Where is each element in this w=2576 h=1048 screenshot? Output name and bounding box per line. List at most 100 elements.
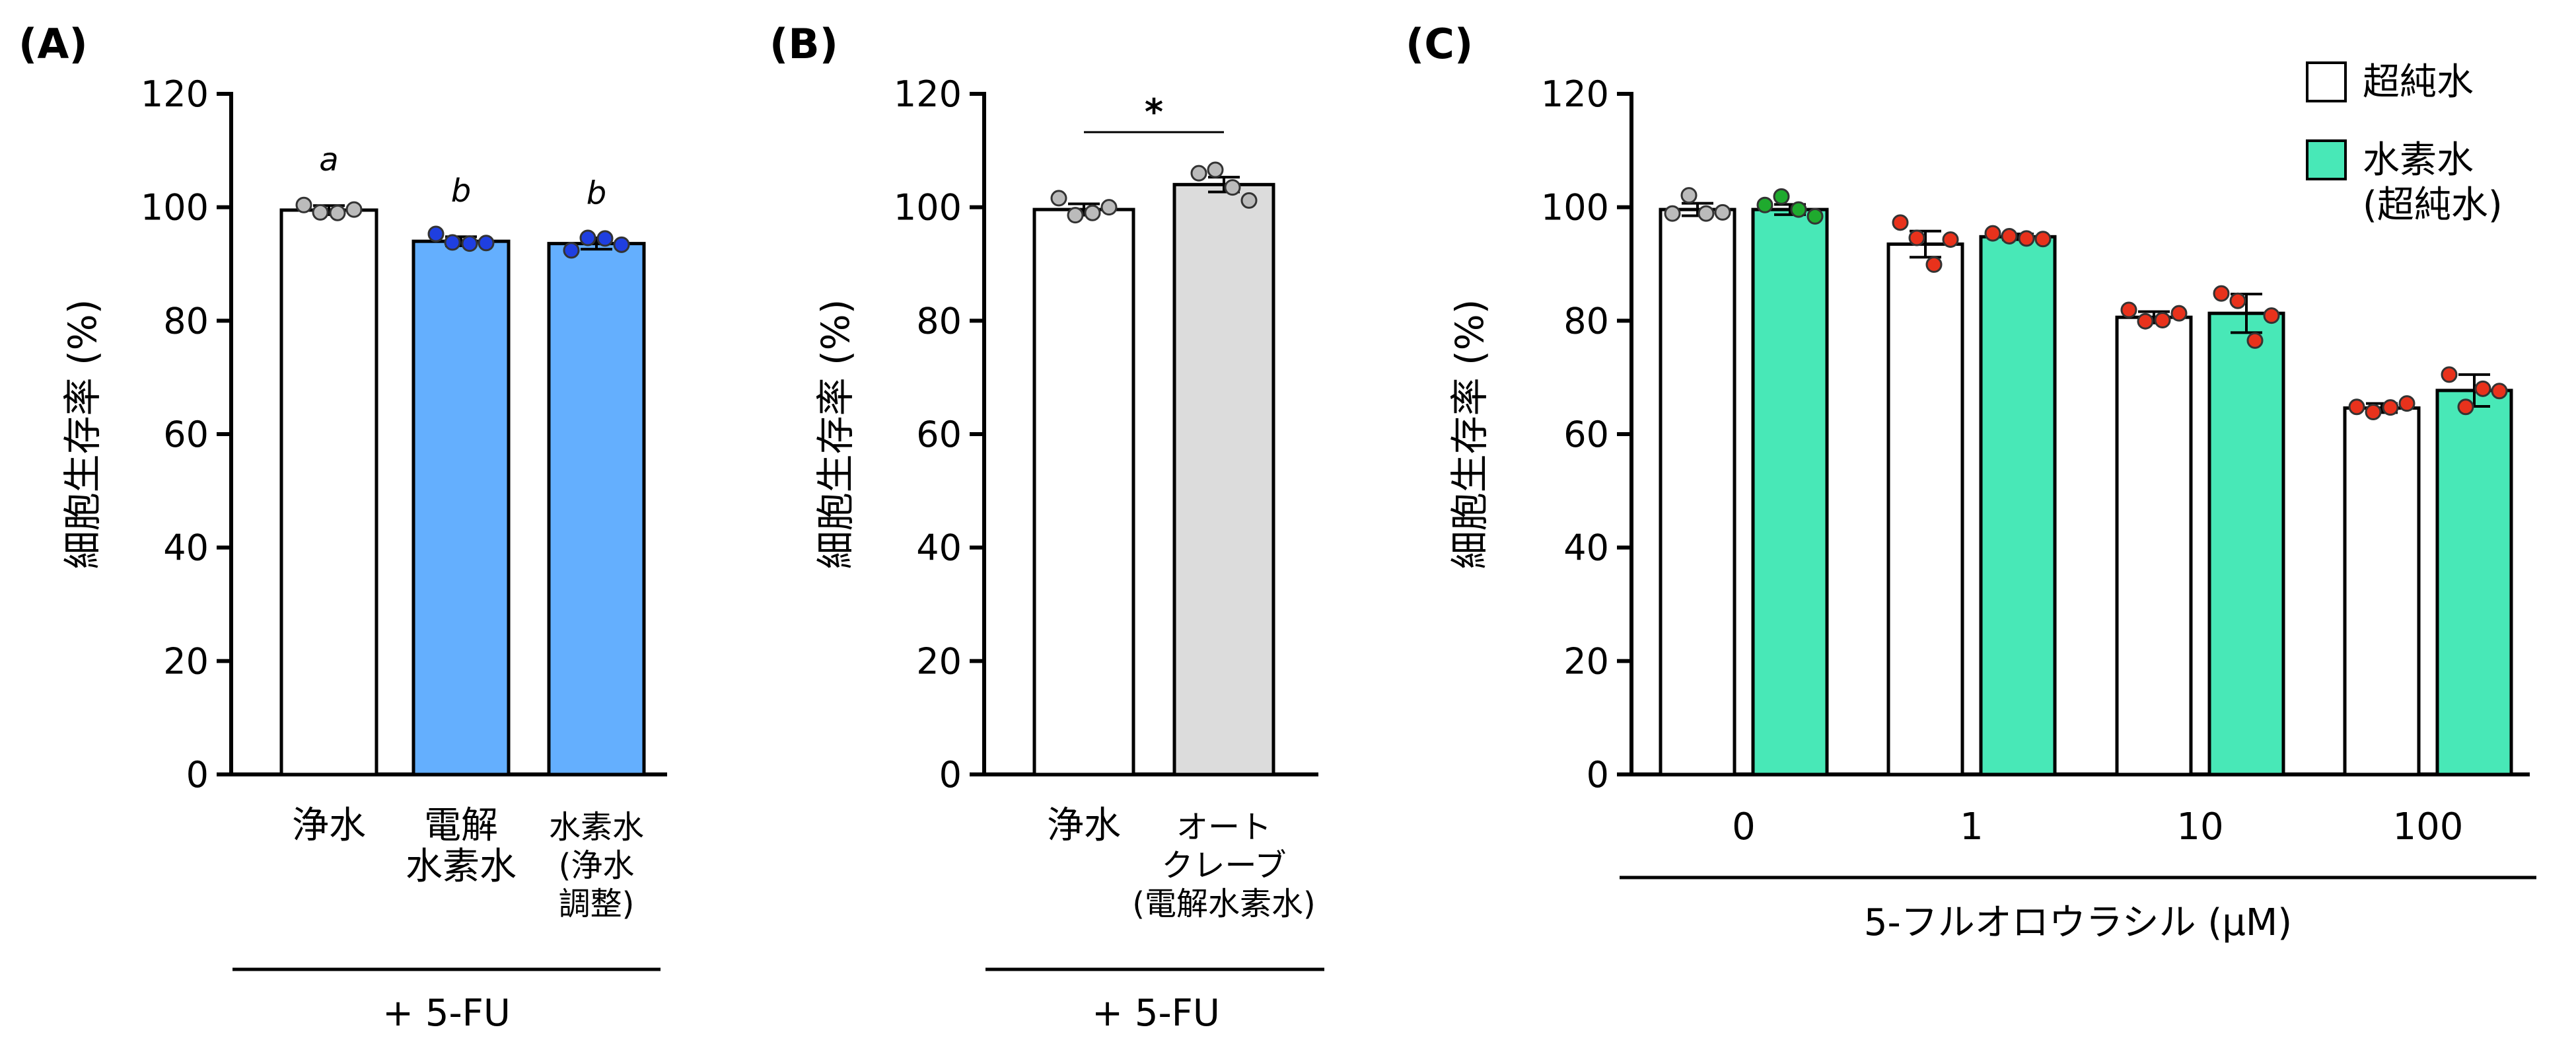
data-point (2001, 227, 2018, 244)
category-label: 浄水 (1047, 804, 1121, 847)
data-point (329, 204, 346, 221)
category-label: (浄水 (559, 847, 635, 884)
data-point (596, 230, 614, 247)
y-tick-label: 60 (163, 414, 209, 455)
bar (547, 242, 646, 776)
data-point (1067, 207, 1084, 224)
x-tick-label: 10 (2176, 805, 2223, 848)
data-point (2246, 332, 2264, 349)
data-point (2348, 398, 2365, 416)
group-label: + 5-FU (382, 992, 511, 1035)
y-tick-label: 40 (1563, 527, 1609, 569)
data-point (1714, 204, 1731, 221)
y-tick-label: 80 (916, 300, 962, 342)
y-tick-label: 40 (916, 527, 962, 569)
y-tick-label: 120 (894, 73, 962, 115)
data-point (613, 236, 630, 253)
category-label: 調整) (559, 885, 635, 922)
bar (2207, 311, 2285, 776)
bar (2435, 389, 2513, 776)
y-axis-label: 細胞生存率 (%) (1447, 299, 1492, 570)
data-point (1084, 204, 1101, 221)
y-tick-label: 20 (1563, 640, 1609, 682)
y-tick-label: 100 (141, 187, 209, 229)
y-tick-label: 20 (916, 640, 962, 682)
data-point (2457, 398, 2474, 416)
y-tick-label: 100 (1541, 187, 1609, 229)
data-point (2491, 383, 2508, 400)
significance-letter: b (587, 175, 606, 212)
data-point (1984, 225, 2001, 242)
data-point (2120, 301, 2137, 318)
y-tick-label: 80 (1563, 300, 1609, 342)
category-label: (電解水素水) (1132, 885, 1315, 922)
significance-star: * (1145, 91, 1163, 133)
y-tick-label: 120 (1541, 73, 1609, 115)
data-point (1892, 214, 1909, 231)
bar (1751, 207, 1829, 776)
data-point (345, 201, 363, 218)
data-point (2154, 311, 2171, 328)
data-point (1240, 192, 1258, 209)
data-point (1807, 207, 1824, 225)
category-label: 電解 (424, 804, 498, 847)
data-point (427, 225, 445, 243)
data-point (1925, 256, 1943, 273)
data-point (2263, 307, 2280, 324)
data-point (2474, 380, 2491, 397)
panel-c: (C) 0 20 40 60 80 100 120 細胞生存率 (%) 0 1 10 100 5-フルオロ… (1406, 20, 2536, 944)
data-point (2365, 404, 2382, 421)
category-label: オート (1176, 809, 1271, 846)
bar (1886, 242, 1964, 776)
category-label: クレーブ (1161, 847, 1286, 884)
category-label: 浄水 (292, 804, 366, 847)
panel-label: (C) (1406, 20, 1473, 68)
group-label: + 5-FU (1092, 992, 1220, 1035)
data-point (1100, 199, 1118, 216)
y-tick-label: 120 (141, 73, 209, 115)
data-point (1773, 188, 1790, 205)
panel-label: (A) (18, 20, 88, 68)
x-axis-label: 5-フルオロウラシル (μM) (1864, 901, 2292, 944)
y-tick-label: 40 (163, 527, 209, 569)
y-tick-label: 80 (163, 300, 209, 342)
data-point (2170, 305, 2188, 322)
y-tick-label: 100 (894, 187, 962, 229)
data-point (1756, 196, 1773, 213)
category-label: 水素水 (549, 809, 644, 846)
legend-label: (超純水) (2363, 184, 2503, 227)
data-point (1050, 190, 1067, 207)
data-point (1908, 229, 1925, 246)
bar (2343, 406, 2421, 776)
data-point (1207, 161, 1224, 178)
data-point (1790, 201, 1807, 218)
data-point (1190, 165, 1207, 182)
bar (1032, 207, 1135, 776)
bar (279, 208, 378, 776)
significance-letter: b (451, 172, 471, 209)
data-point (563, 242, 580, 259)
data-point (2034, 231, 2052, 248)
data-point (478, 235, 495, 252)
y-tick-label: 0 (1587, 754, 1609, 796)
y-tick-label: 0 (939, 754, 962, 796)
x-tick-label: 0 (1732, 805, 1756, 848)
data-point (1664, 205, 1681, 222)
data-point (1942, 231, 1959, 248)
data-point (2213, 285, 2230, 302)
data-point (2398, 395, 2415, 412)
legend-label: 水素水 (2363, 139, 2474, 182)
data-point (579, 229, 596, 246)
significance-letter: a (319, 141, 338, 178)
y-tick-label: 20 (163, 640, 209, 682)
data-point (312, 204, 329, 221)
data-point (2441, 366, 2458, 383)
legend-label: 超純水 (2363, 61, 2474, 104)
data-point (2018, 230, 2035, 247)
data-point (1224, 179, 1241, 196)
x-tick-label: 1 (1960, 805, 1984, 848)
data-point (2137, 313, 2154, 330)
category-label: 水素水 (406, 845, 517, 888)
